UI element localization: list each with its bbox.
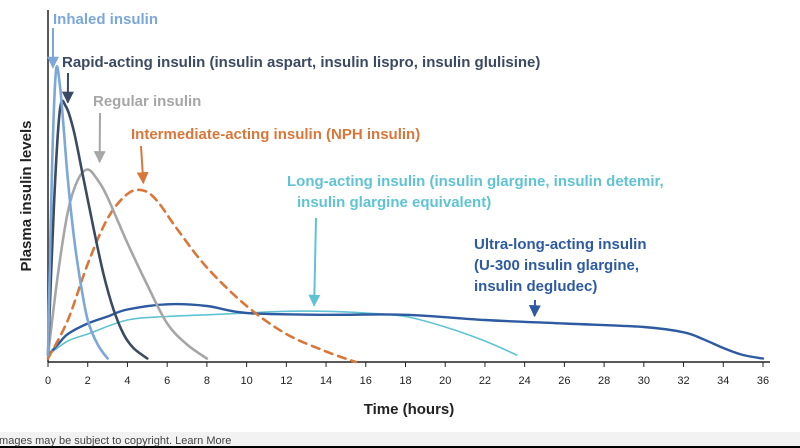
y-axis-title: Plasma insulin levels — [18, 121, 35, 272]
x-tick-label: 32 — [677, 375, 689, 387]
annotation-line: insulin degludec) — [474, 278, 597, 295]
annotation-line: Long-acting insulin (insulin glargine, i… — [287, 173, 664, 190]
x-tick-label: 34 — [717, 375, 729, 387]
annotation-arrow-nph — [141, 146, 143, 183]
x-tick-label: 22 — [479, 375, 491, 387]
series-line-inhaled — [48, 66, 108, 358]
x-tick-label: 8 — [204, 375, 210, 387]
x-tick-label: 16 — [360, 375, 372, 387]
annotation-label-inhaled: Inhaled insulin — [53, 11, 158, 28]
x-tick-label: 14 — [320, 375, 332, 387]
annotation-label-long: Long-acting insulin (insulin glargine, i… — [287, 173, 664, 211]
x-tick-label: 6 — [164, 375, 170, 387]
annotations: Inhaled insulin Rapid-acting insulin (ins… — [53, 11, 664, 316]
annotation-line: Rapid-acting insulin (insulin aspart, in… — [62, 54, 540, 71]
annotation-line: (U-300 insulin glargine, — [474, 257, 639, 274]
annotation-arrow-long — [314, 218, 316, 306]
series-line-ultra — [48, 304, 763, 358]
x-tick-label: 26 — [558, 375, 570, 387]
annotation-label-nph: Intermediate-acting insulin (NPH insulin… — [131, 126, 420, 143]
x-tick-label: 18 — [399, 375, 411, 387]
series — [48, 66, 763, 362]
x-tick-label: 28 — [598, 375, 610, 387]
x-tick-label: 36 — [757, 375, 769, 387]
annotation-line: Inhaled insulin — [53, 11, 158, 28]
x-tick-label: 20 — [439, 375, 451, 387]
annotation-line: Regular insulin — [93, 93, 201, 110]
annotation-label-rapid: Rapid-acting insulin (insulin aspart, in… — [62, 54, 540, 71]
x-tick-label: 24 — [519, 375, 531, 387]
x-tick-label: 30 — [638, 375, 650, 387]
x-tick-label: 12 — [280, 375, 292, 387]
x-tick-label: 0 — [45, 375, 51, 387]
x-tick-label: 4 — [124, 375, 130, 387]
annotation-line: Intermediate-acting insulin (NPH insulin… — [131, 126, 420, 143]
x-tick-label: 2 — [85, 375, 91, 387]
annotation-label-regular: Regular insulin — [93, 93, 201, 110]
annotation-line: insulin glargine equivalent) — [297, 194, 491, 211]
annotation-line: Ultra-long-acting insulin — [474, 236, 647, 253]
x-tick-label: 10 — [240, 375, 252, 387]
x-axis-title: Time (hours) — [364, 401, 455, 418]
annotation-label-ultra: Ultra-long-acting insulin (U-300 insulin … — [474, 236, 647, 295]
